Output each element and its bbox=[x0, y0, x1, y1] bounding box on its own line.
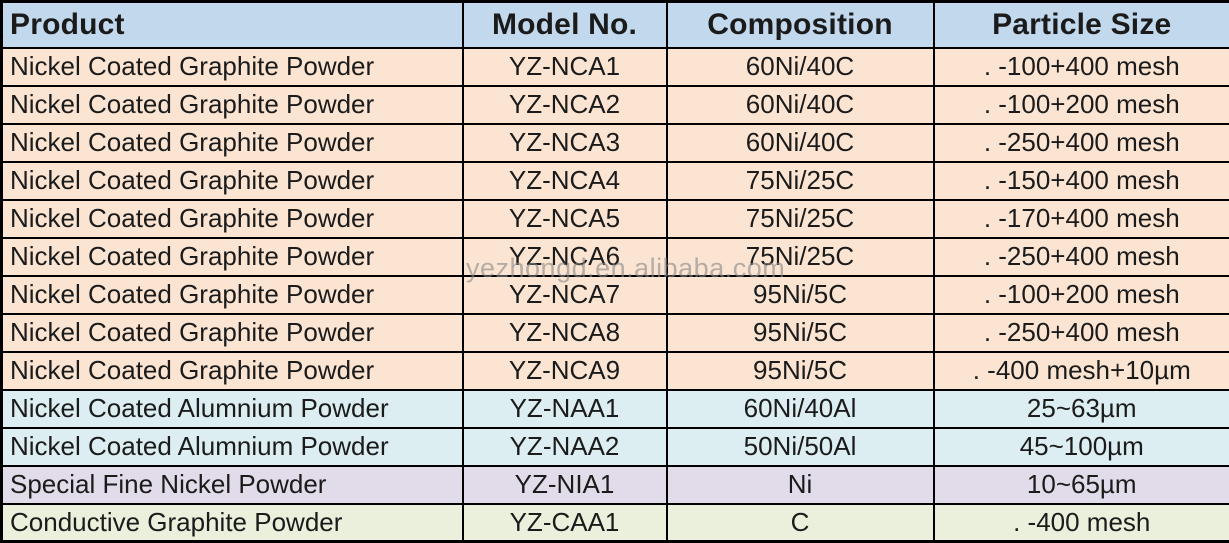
table-row: Nickel Coated Graphite Powder YZ-NCA8 95Ni… bbox=[0, 312, 1229, 353]
cell-model-no: YZ-NCA1 bbox=[461, 46, 668, 87]
cell-model-no: YZ-NAA2 bbox=[461, 426, 668, 467]
cell-product: Nickel Coated Graphite Powder bbox=[0, 84, 464, 125]
cell-model-no: YZ-NCA4 bbox=[461, 160, 668, 201]
header-row: Product Model No. Composition Particle S… bbox=[0, 0, 1229, 49]
cell-particle-size: . -100+400 mesh bbox=[932, 46, 1229, 87]
cell-model-no: YZ-NCA8 bbox=[461, 312, 668, 353]
table-row: Special Fine Nickel Powder YZ-NIA1 Ni 10~65… bbox=[0, 464, 1229, 505]
table-row: Nickel Coated Graphite Powder YZ-NCA6 75Ni… bbox=[0, 236, 1229, 277]
cell-composition: 95Ni/5C bbox=[665, 312, 935, 353]
table-row: Nickel Coated Alumnium Powder YZ-NAA2 50Ni… bbox=[0, 426, 1229, 467]
cell-composition: 95Ni/5C bbox=[665, 274, 935, 315]
cell-composition: 75Ni/25C bbox=[665, 160, 935, 201]
cell-product: Nickel Coated Alumnium Powder bbox=[0, 426, 464, 467]
cell-particle-size: . -150+400 mesh bbox=[932, 160, 1229, 201]
cell-product: Nickel Coated Graphite Powder bbox=[0, 122, 464, 163]
cell-composition: 60Ni/40Al bbox=[665, 388, 935, 429]
cell-particle-size: . -400 mesh+10µm bbox=[932, 350, 1229, 391]
cell-composition: 95Ni/5C bbox=[665, 350, 935, 391]
cell-product: Nickel Coated Graphite Powder bbox=[0, 350, 464, 391]
table-row: Nickel Coated Alumnium Powder YZ-NAA1 60Ni… bbox=[0, 388, 1229, 429]
cell-product: Special Fine Nickel Powder bbox=[0, 464, 464, 505]
table-row: Nickel Coated Graphite Powder YZ-NCA2 60Ni… bbox=[0, 84, 1229, 125]
cell-model-no: YZ-NAA1 bbox=[461, 388, 668, 429]
cell-composition: 75Ni/25C bbox=[665, 198, 935, 239]
table-body: Nickel Coated Graphite Powder YZ-NCA1 60Ni… bbox=[0, 46, 1229, 543]
table-row: Conductive Graphite Powder YZ-CAA1 C. -400… bbox=[0, 502, 1229, 543]
cell-model-no: YZ-NCA7 bbox=[461, 274, 668, 315]
cell-particle-size: . -100+200 mesh bbox=[932, 84, 1229, 125]
table-row: Nickel Coated Graphite Powder YZ-NCA4 75Ni… bbox=[0, 160, 1229, 201]
cell-model-no: YZ-NCA6 bbox=[461, 236, 668, 277]
table-header: Product Model No. Composition Particle S… bbox=[0, 0, 1229, 49]
cell-composition: 60Ni/40C bbox=[665, 122, 935, 163]
table-row: Nickel Coated Graphite Powder YZ-NCA5 75Ni… bbox=[0, 198, 1229, 239]
cell-particle-size: 25~63µm bbox=[932, 388, 1229, 429]
column-header-particle-size: Particle Size bbox=[932, 0, 1229, 49]
cell-product: Nickel Coated Graphite Powder bbox=[0, 46, 464, 87]
cell-composition: 60Ni/40C bbox=[665, 46, 935, 87]
column-header-model-no: Model No. bbox=[461, 0, 668, 49]
cell-product: Nickel Coated Graphite Powder bbox=[0, 198, 464, 239]
cell-model-no: YZ-NCA9 bbox=[461, 350, 668, 391]
table-row: Nickel Coated Graphite Powder YZ-NCA7 95Ni… bbox=[0, 274, 1229, 315]
cell-product: Nickel Coated Alumnium Powder bbox=[0, 388, 464, 429]
cell-composition: 75Ni/25C bbox=[665, 236, 935, 277]
cell-model-no: YZ-NCA3 bbox=[461, 122, 668, 163]
cell-particle-size: . -100+200 mesh bbox=[932, 274, 1229, 315]
cell-model-no: YZ-CAA1 bbox=[461, 502, 668, 543]
cell-particle-size: . -400 mesh bbox=[932, 502, 1229, 543]
cell-product: Nickel Coated Graphite Powder bbox=[0, 312, 464, 353]
cell-model-no: YZ-NCA5 bbox=[461, 198, 668, 239]
cell-particle-size: . -250+400 mesh bbox=[932, 122, 1229, 163]
cell-product: Nickel Coated Graphite Powder bbox=[0, 160, 464, 201]
cell-composition: C bbox=[665, 502, 935, 543]
cell-particle-size: 10~65µm bbox=[932, 464, 1229, 505]
cell-particle-size: . -250+400 mesh bbox=[932, 312, 1229, 353]
cell-composition: 60Ni/40C bbox=[665, 84, 935, 125]
cell-particle-size: 45~100µm bbox=[932, 426, 1229, 467]
cell-model-no: YZ-NIA1 bbox=[461, 464, 668, 505]
column-header-composition: Composition bbox=[665, 0, 935, 49]
table-row: Nickel Coated Graphite Powder YZ-NCA3 60Ni… bbox=[0, 122, 1229, 163]
cell-particle-size: . -250+400 mesh bbox=[932, 236, 1229, 277]
column-header-product: Product bbox=[0, 0, 464, 49]
cell-product: Conductive Graphite Powder bbox=[0, 502, 464, 543]
cell-composition: 50Ni/50Al bbox=[665, 426, 935, 467]
table-row: Nickel Coated Graphite Powder YZ-NCA9 95Ni… bbox=[0, 350, 1229, 391]
cell-model-no: YZ-NCA2 bbox=[461, 84, 668, 125]
cell-product: Nickel Coated Graphite Powder bbox=[0, 274, 464, 315]
table-row: Nickel Coated Graphite Powder YZ-NCA1 60Ni… bbox=[0, 46, 1229, 87]
cell-product: Nickel Coated Graphite Powder bbox=[0, 236, 464, 277]
cell-particle-size: . -170+400 mesh bbox=[932, 198, 1229, 239]
cell-composition: Ni bbox=[665, 464, 935, 505]
